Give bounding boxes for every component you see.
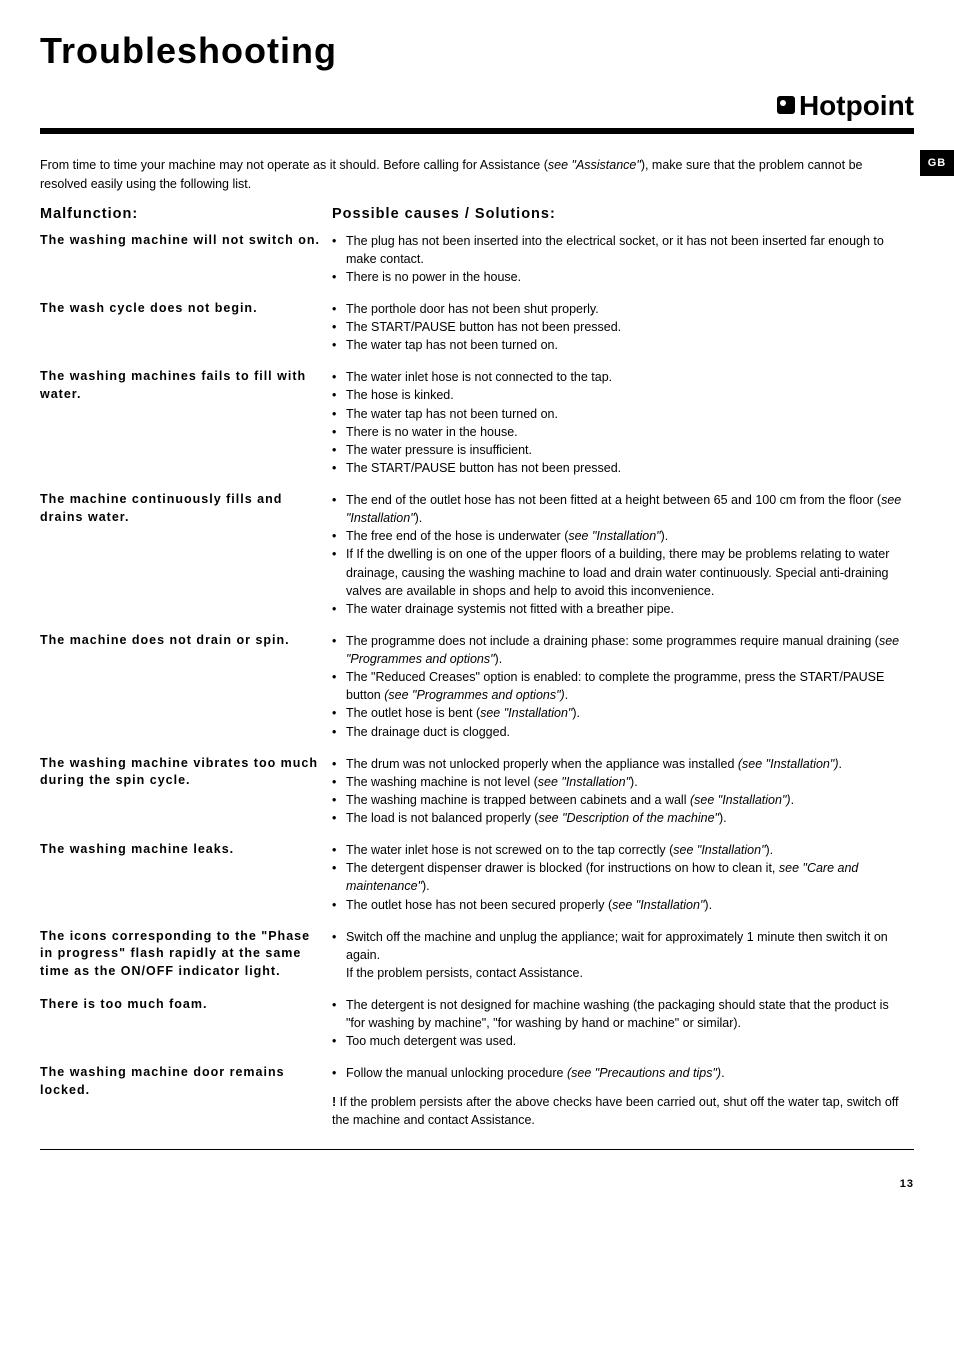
reference-italic: (see "Installation") bbox=[738, 757, 839, 771]
solutions-list: The end of the outlet hose has not been … bbox=[332, 491, 904, 618]
solution-item: Switch off the machine and unplug the ap… bbox=[332, 928, 904, 964]
malfunction-label: The washing machine vibrates too much du… bbox=[40, 755, 320, 790]
malfunction-label: The machine does not drain or spin. bbox=[40, 632, 320, 650]
solution-item: The outlet hose has not been secured pro… bbox=[332, 896, 904, 914]
solutions-list: The programme does not include a drainin… bbox=[332, 632, 904, 741]
solution-item: The load is not balanced properly (see "… bbox=[332, 809, 904, 827]
troubleshooting-row: The washing machine door remains locked.… bbox=[40, 1064, 914, 1128]
solution-item: The water tap has not been turned on. bbox=[332, 336, 904, 354]
solution-item: The START/PAUSE button has not been pres… bbox=[332, 459, 904, 477]
language-tab: GB bbox=[920, 150, 954, 176]
intro-text: From time to time your machine may not o… bbox=[40, 158, 548, 172]
intro-paragraph: From time to time your machine may not o… bbox=[40, 156, 914, 194]
solution-item: The outlet hose is bent (see "Installati… bbox=[332, 704, 904, 722]
heading-solutions: Possible causes / Solutions: bbox=[332, 206, 914, 222]
troubleshooting-row: The washing machine leaks. The water inle… bbox=[40, 841, 914, 914]
reference-italic: see "Description of the machine" bbox=[538, 811, 719, 825]
solutions-list: Follow the manual unlocking procedure (s… bbox=[332, 1064, 904, 1082]
solution-item: The washing machine is trapped between c… bbox=[332, 791, 904, 809]
troubleshooting-row: The washing machine vibrates too much du… bbox=[40, 755, 914, 828]
solution-item: The hose is kinked. bbox=[332, 386, 904, 404]
malfunction-label: The machine continuously fills and drain… bbox=[40, 491, 320, 526]
solution-item: The porthole door has not been shut prop… bbox=[332, 300, 904, 318]
solution-item: There is no power in the house. bbox=[332, 268, 904, 286]
reference-italic: see "Installation" bbox=[480, 706, 572, 720]
solutions-list: The water inlet hose is not screwed on t… bbox=[332, 841, 904, 914]
column-headings: Malfunction: Possible causes / Solutions… bbox=[40, 206, 914, 232]
malfunction-label: The wash cycle does not begin. bbox=[40, 300, 320, 318]
solution-item: There is no water in the house. bbox=[332, 423, 904, 441]
malfunction-label: The washing machines fails to fill with … bbox=[40, 368, 320, 403]
solution-item: The free end of the hose is underwater (… bbox=[332, 527, 904, 545]
page-number: 13 bbox=[40, 1178, 914, 1190]
reference-italic: (see "Precautions and tips") bbox=[567, 1066, 721, 1080]
reference-italic: (see "Programmes and options") bbox=[384, 688, 564, 702]
brand-logo: Hotpoint bbox=[40, 90, 914, 128]
brand-icon bbox=[777, 96, 795, 114]
intro-reference: see "Assistance" bbox=[548, 158, 641, 172]
heading-malfunction: Malfunction: bbox=[40, 206, 320, 222]
solutions-list: Switch off the machine and unplug the ap… bbox=[332, 928, 904, 964]
brand-text: Hotpoint bbox=[799, 90, 914, 121]
malfunction-label: There is too much foam. bbox=[40, 996, 320, 1014]
troubleshooting-row: The wash cycle does not begin. The portho… bbox=[40, 300, 914, 354]
solution-item: The water tap has not been turned on. bbox=[332, 405, 904, 423]
troubleshooting-row: There is too much foam. The detergent is … bbox=[40, 996, 914, 1050]
solution-item: If If the dwelling is on one of the uppe… bbox=[332, 545, 904, 599]
troubleshooting-table: The washing machine will not switch on. T… bbox=[40, 232, 914, 1129]
warning-note: ! If the problem persists after the abov… bbox=[332, 1093, 904, 1129]
reference-italic: see "Installation" bbox=[568, 529, 660, 543]
malfunction-label: The washing machine door remains locked. bbox=[40, 1064, 320, 1099]
page-title: Troubleshooting bbox=[40, 30, 914, 72]
reference-italic: see "Installation" bbox=[612, 898, 704, 912]
solution-item: The drum was not unlocked properly when … bbox=[332, 755, 904, 773]
solution-item: The "Reduced Creases" option is enabled:… bbox=[332, 668, 904, 704]
solution-item: The drainage duct is clogged. bbox=[332, 723, 904, 741]
reference-italic: see "Installation" bbox=[673, 843, 765, 857]
solutions-list: The detergent is not designed for machin… bbox=[332, 996, 904, 1050]
solution-item: The START/PAUSE button has not been pres… bbox=[332, 318, 904, 336]
troubleshooting-row: The washing machine will not switch on. T… bbox=[40, 232, 914, 286]
solutions-list: The plug has not been inserted into the … bbox=[332, 232, 904, 286]
troubleshooting-row: The machine continuously fills and drain… bbox=[40, 491, 914, 618]
malfunction-label: The icons corresponding to the "Phase in… bbox=[40, 928, 320, 981]
solution-item: The water pressure is insufficient. bbox=[332, 441, 904, 459]
solution-item: The plug has not been inserted into the … bbox=[332, 232, 904, 268]
malfunction-label: The washing machine leaks. bbox=[40, 841, 320, 859]
solution-item: The water inlet hose is not connected to… bbox=[332, 368, 904, 386]
solution-plain-text: If the problem persists, contact Assista… bbox=[332, 964, 904, 982]
footer-rule bbox=[40, 1149, 914, 1150]
solutions-list: The drum was not unlocked properly when … bbox=[332, 755, 904, 828]
warning-text: If the problem persists after the above … bbox=[332, 1095, 899, 1127]
header-rule bbox=[40, 128, 914, 134]
solution-item: The detergent is not designed for machin… bbox=[332, 996, 904, 1032]
solutions-list: The water inlet hose is not connected to… bbox=[332, 368, 904, 477]
solution-item: The water drainage systemis not fitted w… bbox=[332, 600, 904, 618]
troubleshooting-row: The washing machines fails to fill with … bbox=[40, 368, 914, 477]
solution-item: The washing machine is not level (see "I… bbox=[332, 773, 904, 791]
solution-item: The water inlet hose is not screwed on t… bbox=[332, 841, 904, 859]
reference-italic: see "Installation" bbox=[538, 775, 630, 789]
solution-item: The detergent dispenser drawer is blocke… bbox=[332, 859, 904, 895]
header-bar: Hotpoint GB bbox=[40, 90, 914, 134]
reference-italic: (see "Installation") bbox=[690, 793, 791, 807]
solution-item: Follow the manual unlocking procedure (s… bbox=[332, 1064, 904, 1082]
solution-item: The end of the outlet hose has not been … bbox=[332, 491, 904, 527]
troubleshooting-row: The machine does not drain or spin. The p… bbox=[40, 632, 914, 741]
solutions-list: The porthole door has not been shut prop… bbox=[332, 300, 904, 354]
troubleshooting-row: The icons corresponding to the "Phase in… bbox=[40, 928, 914, 982]
solution-item: Too much detergent was used. bbox=[332, 1032, 904, 1050]
solution-item: The programme does not include a drainin… bbox=[332, 632, 904, 668]
malfunction-label: The washing machine will not switch on. bbox=[40, 232, 320, 250]
